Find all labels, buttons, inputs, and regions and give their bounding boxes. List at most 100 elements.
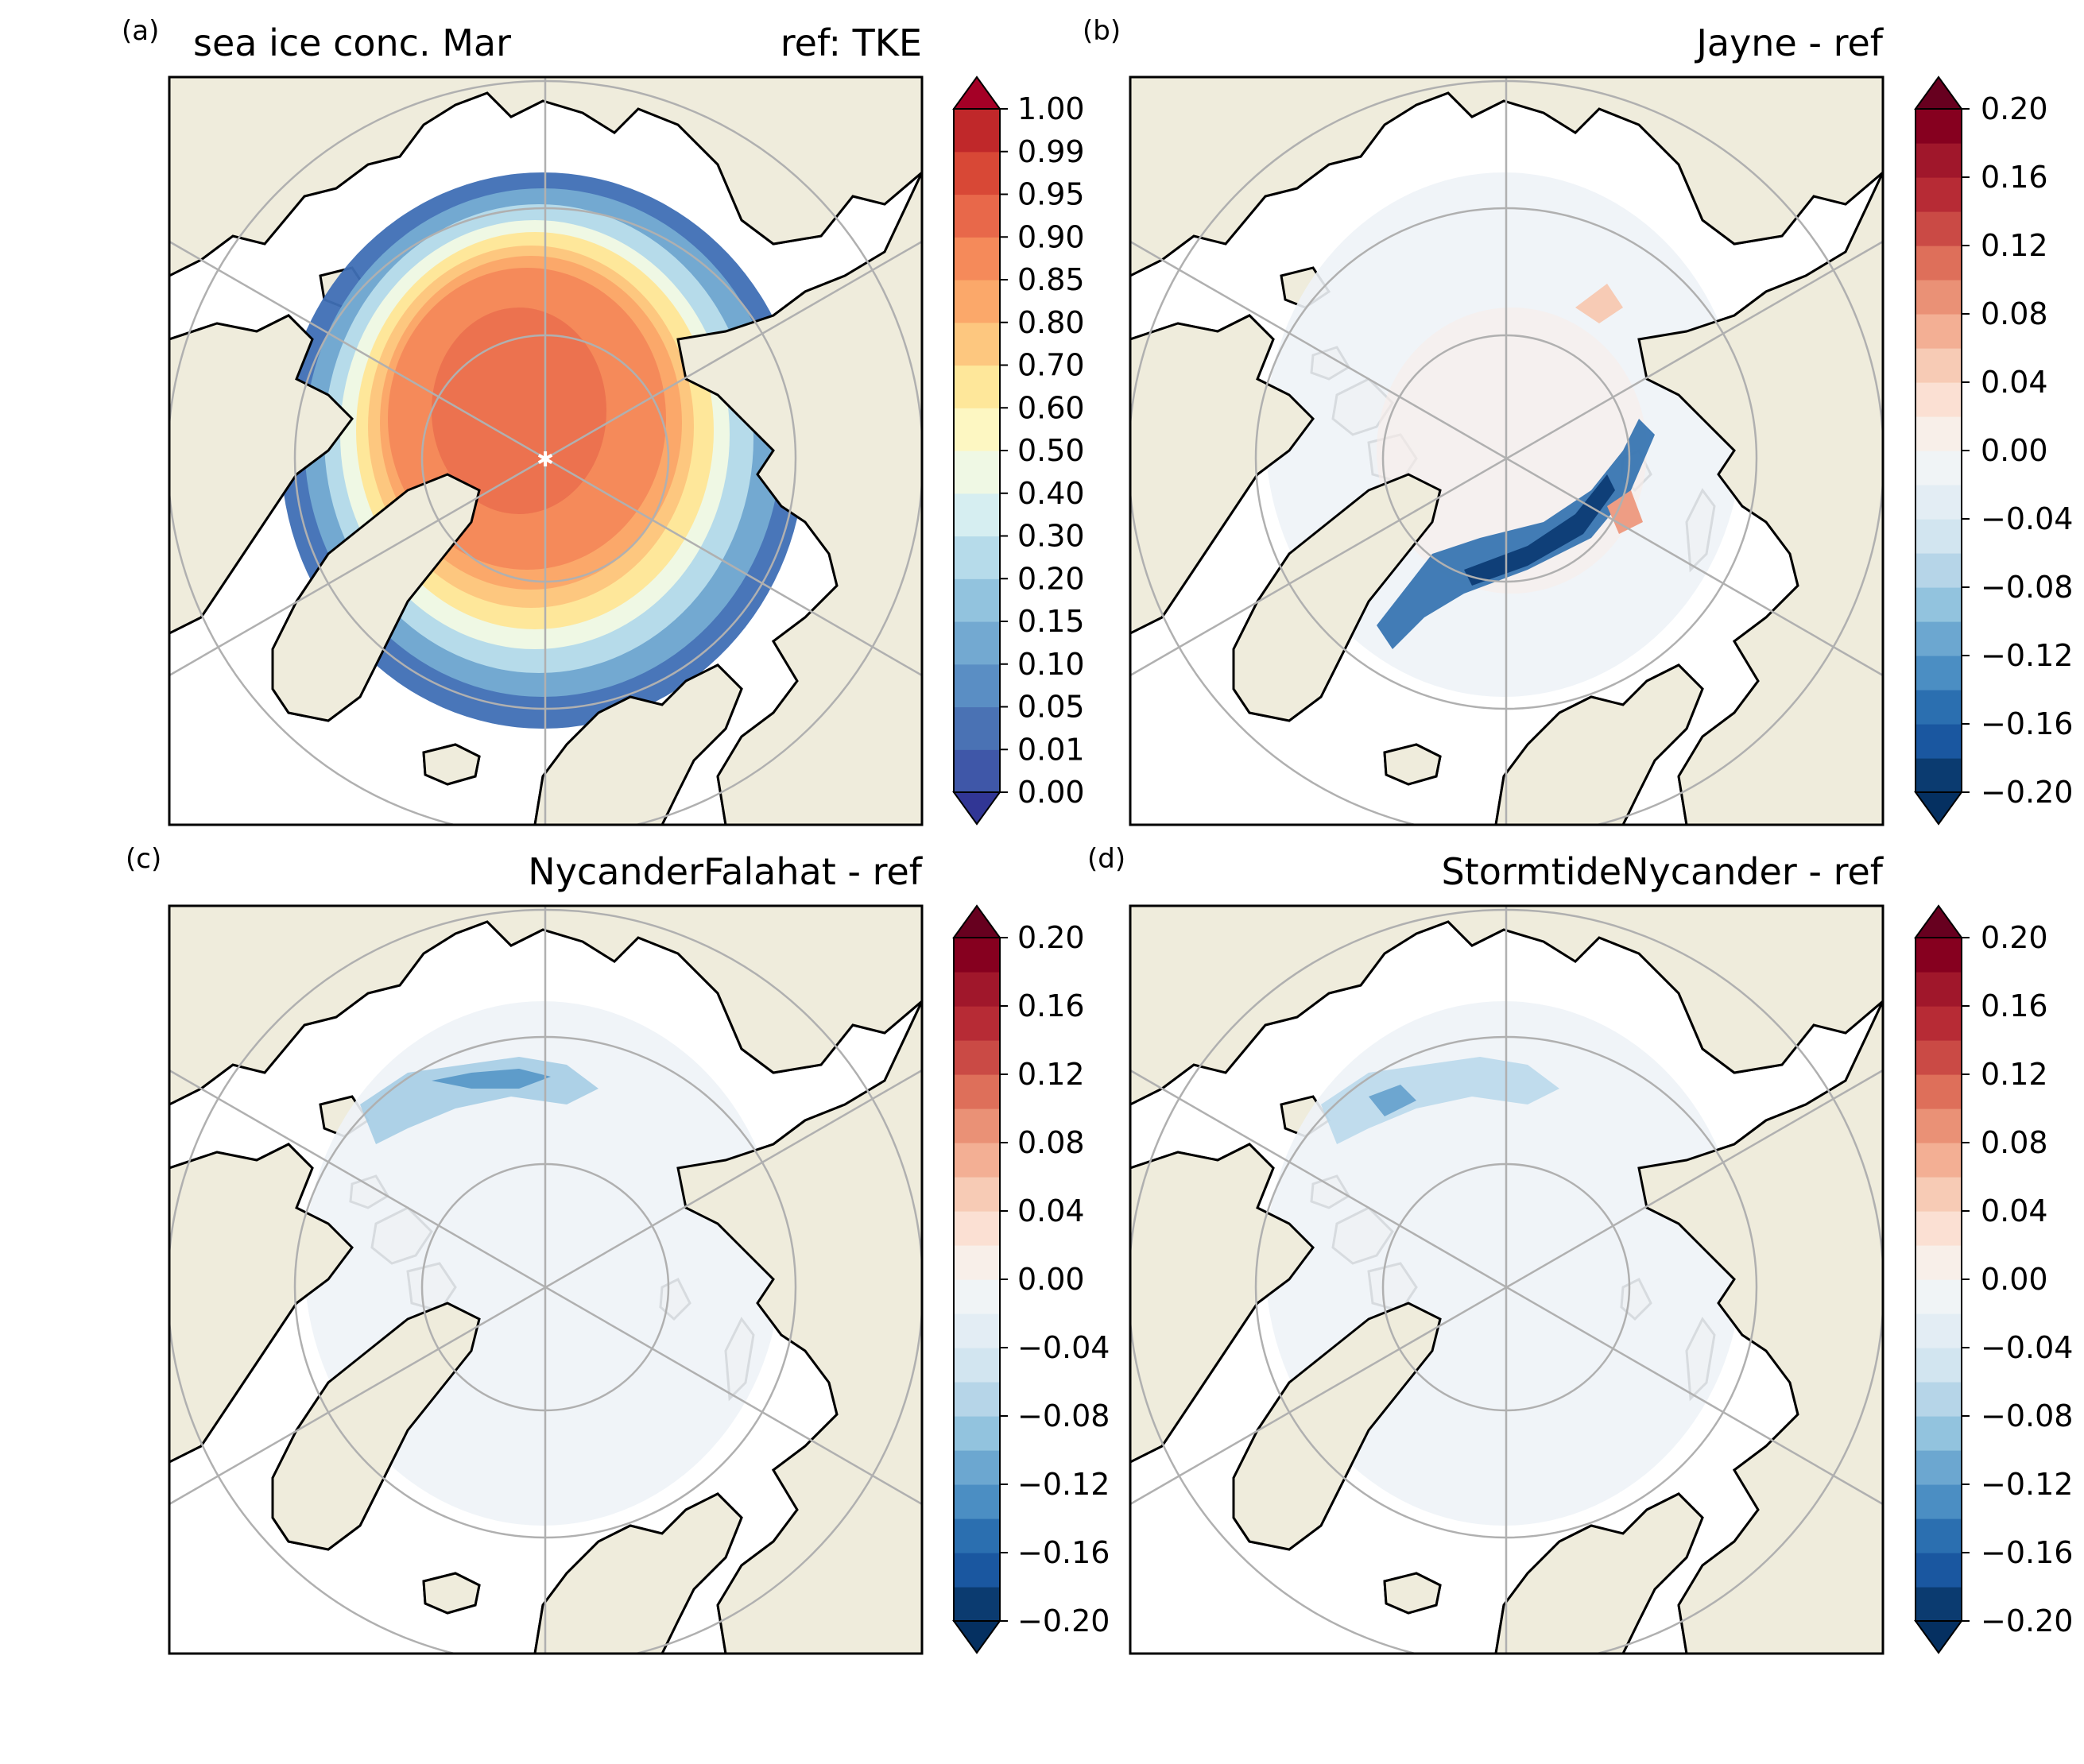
- colorbar-extend-low: [952, 791, 1001, 826]
- colorbar-swatch: [954, 1416, 1000, 1451]
- colorbar-tick-label: 0.16: [1981, 988, 2048, 1023]
- colorbar-tick-label: −0.04: [1017, 1330, 1110, 1365]
- colorbar-swatch: [954, 938, 1000, 973]
- colorbar-swatch: [1915, 1074, 1962, 1109]
- colorbar-swatch: [954, 621, 1000, 665]
- colorbar-swatch: [954, 1245, 1000, 1280]
- colorbar-swatch: [1915, 1279, 1962, 1314]
- colorbar-tick-label: 0.04: [1981, 365, 2048, 400]
- panel-c-letter: (c): [126, 843, 161, 875]
- colorbar-tick-label: −0.12: [1981, 638, 2073, 673]
- colorbar-tick-label: −0.20: [1981, 775, 2073, 810]
- colorbar-swatch: [1915, 246, 1962, 280]
- map-c-frame: [168, 904, 924, 1655]
- colorbar-swatch: [954, 408, 1000, 451]
- colorbar-swatch: [954, 109, 1000, 153]
- colorbar-swatch: [954, 1450, 1000, 1485]
- colorbar-tick-label: 0.20: [1017, 920, 1085, 955]
- panel-c-title-right: NycanderFalahat - ref: [528, 850, 923, 893]
- colorbar-swatch: [1915, 1040, 1962, 1075]
- colorbar-tick-label: 0.16: [1981, 160, 2048, 195]
- colorbar-tick-label: 1.00: [1017, 91, 1085, 126]
- colorbar-swatch: [1915, 621, 1962, 656]
- colorbar-tick-label: 0.05: [1017, 690, 1085, 725]
- colorbar-b: −0.20 −0.16 −0.12 −0.08 −0.04 0.00 0.04 0.08 0.1…: [1914, 75, 2073, 826]
- colorbar-tick-label: −0.04: [1981, 501, 2073, 536]
- colorbar-swatch: [1915, 1006, 1962, 1041]
- map-d-frame: [1129, 904, 1885, 1655]
- colorbar-tick-label: 0.04: [1017, 1193, 1085, 1228]
- colorbar-extend-high: [952, 75, 1001, 110]
- colorbar-tick-label: 0.90: [1017, 219, 1085, 254]
- colorbar-swatch: [1915, 1416, 1962, 1451]
- colorbar-swatch: [1915, 1518, 1962, 1553]
- colorbar-swatch: [954, 1587, 1000, 1622]
- colorbar-tick-label: 0.10: [1017, 647, 1085, 682]
- colorbar-a: 0.00 0.01 0.05 0.10 0.15 0.20 0.30 0.40 0.50 0.60…: [952, 75, 1085, 826]
- map-a-frame: [168, 75, 924, 826]
- colorbar-swatch: [954, 451, 1000, 494]
- colorbar-swatch: [1915, 143, 1962, 178]
- colorbar-tick-label: 0.16: [1017, 988, 1085, 1023]
- colorbar-tick-label: −0.20: [1981, 1603, 2073, 1638]
- colorbar-tick-label: −0.12: [1017, 1467, 1110, 1502]
- colorbar-extend-low: [1914, 791, 1963, 826]
- colorbar-tick-label: −0.20: [1017, 1603, 1110, 1638]
- colorbar-swatch: [954, 1211, 1000, 1246]
- colorbar-swatch: [954, 972, 1000, 1007]
- colorbar-tick-label: 0.40: [1017, 476, 1085, 511]
- colorbar-tick-label: 0.70: [1017, 348, 1085, 383]
- colorbar-tick-label: 0.01: [1017, 732, 1085, 767]
- colorbar-swatch: [954, 1553, 1000, 1588]
- colorbar-swatch: [954, 749, 1000, 793]
- colorbar-swatch: [1915, 1211, 1962, 1246]
- colorbar-swatch: [1915, 1348, 1962, 1383]
- colorbar-swatch: [954, 280, 1000, 323]
- colorbar-swatch: [1915, 211, 1962, 246]
- colorbar-swatch: [1915, 656, 1962, 691]
- colorbar-tick-label: 0.50: [1017, 433, 1085, 468]
- colorbar-swatch: [1915, 451, 1962, 485]
- colorbar-swatch: [954, 706, 1000, 750]
- colorbar-swatch: [1915, 280, 1962, 315]
- colorbar-swatch: [1915, 1108, 1962, 1143]
- colorbar-tick-label: 0.08: [1017, 1125, 1085, 1160]
- colorbar-tick-label: 0.08: [1981, 1125, 2048, 1160]
- colorbar-tick-label: 0.08: [1981, 296, 2048, 331]
- colorbar-tick-label: 0.00: [1981, 433, 2048, 468]
- colorbar-swatch: [1915, 1450, 1962, 1485]
- colorbar-swatch: [1915, 348, 1962, 383]
- map-b: [1130, 77, 1883, 825]
- panel-a: (a) sea ice conc. Mar ref: TKE: [122, 15, 1085, 826]
- colorbar-tick-label: 0.20: [1981, 91, 2048, 126]
- colorbar-swatch: [954, 663, 1000, 708]
- colorbar-tick-label: 0.30: [1017, 519, 1085, 554]
- colorbar-swatch: [1915, 1587, 1962, 1622]
- colorbar-swatch: [954, 1074, 1000, 1109]
- colorbar-swatch: [954, 151, 1000, 195]
- colorbar-tick-label: 0.85: [1017, 262, 1085, 297]
- colorbar-swatch: [1915, 690, 1962, 725]
- colorbar-swatch: [1915, 519, 1962, 554]
- colorbar-tick-label: 0.20: [1981, 920, 2048, 955]
- colorbar-swatch: [954, 237, 1000, 280]
- colorbar-tick-label: 0.00: [1017, 775, 1085, 810]
- panel-a-letter: (a): [122, 15, 159, 47]
- panel-b-letter: (b): [1083, 15, 1121, 47]
- colorbar-swatch: [1915, 109, 1962, 144]
- colorbar-swatch: [954, 1279, 1000, 1314]
- colorbar-swatch: [954, 365, 1000, 408]
- colorbar-swatch: [954, 1143, 1000, 1178]
- colorbar-extend-low: [952, 1620, 1001, 1654]
- colorbar-swatch: [954, 1040, 1000, 1075]
- colorbar-swatch: [1915, 1143, 1962, 1178]
- pole-marker-icon: ✱: [536, 448, 554, 472]
- colorbar-extend-high: [1914, 75, 1963, 110]
- colorbar-tick-label: −0.12: [1981, 1467, 2073, 1502]
- colorbar-tick-label: 0.12: [1981, 1057, 2048, 1092]
- colorbar-swatch: [1915, 177, 1962, 212]
- panel-d: (d) StormtideNycander - ref −0.20−0.16−0…: [1087, 843, 2073, 1655]
- colorbar-swatch: [954, 493, 1000, 537]
- colorbar-swatch: [1915, 938, 1962, 973]
